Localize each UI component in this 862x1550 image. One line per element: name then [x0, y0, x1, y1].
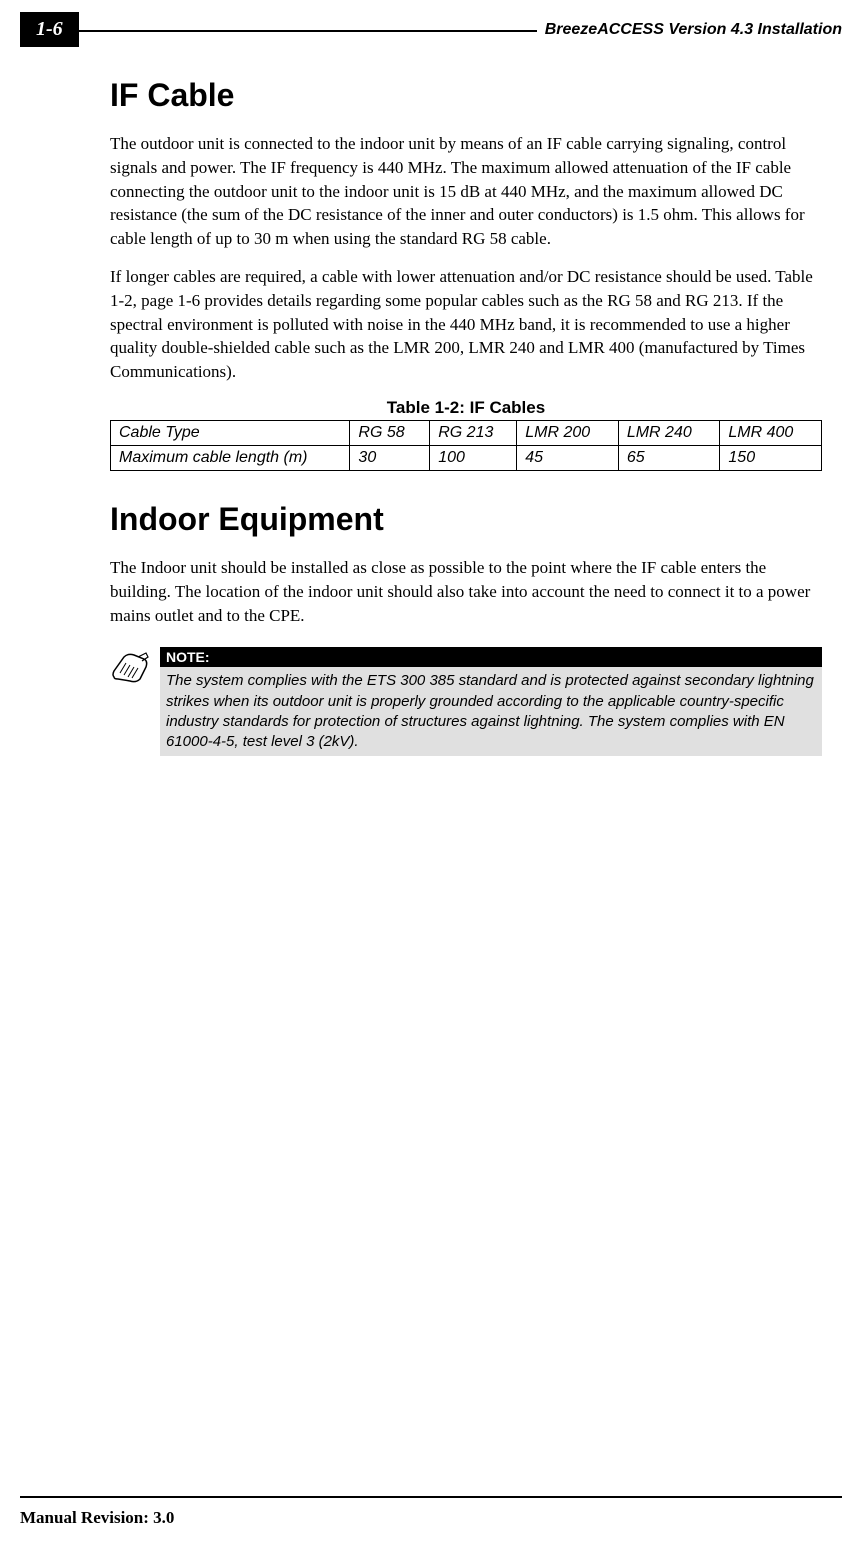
header-title: BreezeACCESS Version 4.3 Installation	[537, 21, 842, 39]
if-cables-table: Cable Type RG 58 RG 213 LMR 200 LMR 240 …	[110, 420, 822, 471]
note-icon	[110, 647, 160, 690]
main-content: IF Cable The outdoor unit is connected t…	[20, 77, 842, 756]
table-cell: 45	[517, 445, 619, 470]
table-cell: 150	[720, 445, 822, 470]
table-header-cell: LMR 240	[618, 420, 720, 445]
page-header: 1-6 BreezeACCESS Version 4.3 Installatio…	[20, 12, 842, 47]
table-row: Maximum cable length (m) 30 100 45 65 15…	[111, 445, 822, 470]
if-cable-para1: The outdoor unit is connected to the ind…	[110, 132, 822, 251]
table-cell: Maximum cable length (m)	[111, 445, 350, 470]
if-cable-para2: If longer cables are required, a cable w…	[110, 265, 822, 384]
note-box: NOTE: The system complies with the ETS 3…	[160, 647, 822, 756]
note-body: The system complies with the ETS 300 385…	[160, 667, 822, 756]
note-container: NOTE: The system complies with the ETS 3…	[110, 647, 822, 756]
table-header-cell: Cable Type	[111, 420, 350, 445]
header-rule: BreezeACCESS Version 4.3 Installation	[79, 21, 842, 39]
table-header-row: Cable Type RG 58 RG 213 LMR 200 LMR 240 …	[111, 420, 822, 445]
section-heading-if-cable: IF Cable	[110, 77, 822, 114]
table-cell: 30	[350, 445, 430, 470]
table-header-cell: RG 58	[350, 420, 430, 445]
table-header-cell: LMR 400	[720, 420, 822, 445]
table-caption: Table 1-2: IF Cables	[110, 398, 822, 418]
note-label: NOTE:	[160, 647, 822, 667]
table-header-cell: LMR 200	[517, 420, 619, 445]
table-cell: 65	[618, 445, 720, 470]
page-number: 1-6	[20, 12, 79, 47]
table-cell: 100	[430, 445, 517, 470]
table-header-cell: RG 213	[430, 420, 517, 445]
section-heading-indoor-equipment: Indoor Equipment	[110, 501, 822, 538]
footer-text: Manual Revision: 3.0	[20, 1508, 842, 1528]
indoor-para1: The Indoor unit should be installed as c…	[110, 556, 822, 627]
page-footer: Manual Revision: 3.0	[20, 1496, 842, 1528]
